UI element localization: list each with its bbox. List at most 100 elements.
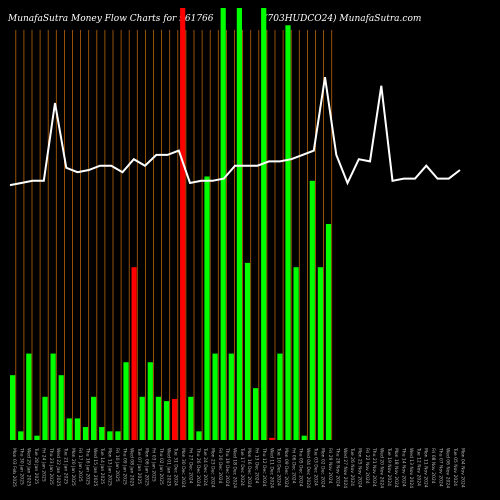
x-tick-label: Tue 31 Dec 2024 [173, 447, 179, 486]
x-tick-label: Wed 20 Nov 2024 [379, 448, 385, 488]
x-tick-label: Tue 17 Dec 2024 [239, 447, 245, 486]
x-tick-label: Tue 21 Jan 2025 [62, 447, 68, 484]
chart-subtitle: (703HUDCO24) MunafaSutra.com [264, 14, 422, 24]
x-tick-label: Wed 04 Dec 2024 [305, 448, 311, 488]
x-tick-label: Wed 06 Nov 2024 [445, 448, 451, 488]
x-tick-label: Wed 01 Jan 2025 [165, 448, 171, 486]
x-tick-label: Thu 16 Jan 2025 [85, 447, 91, 485]
money-flow-bar [42, 396, 48, 440]
x-tick-label: Thu 09 Jan 2025 [121, 447, 127, 485]
money-flow-bar [285, 25, 291, 441]
money-flow-bar [220, 8, 226, 440]
x-tick-label: Mon 30 Dec 2024 [180, 448, 186, 488]
x-tick-label: Wed 29 Jan 2025 [26, 448, 32, 486]
x-tick-label: Fri 13 Dec 2024 [254, 448, 260, 484]
money-flow-bar [309, 180, 315, 441]
x-tick-label: Wed 15 Jan 2025 [92, 448, 98, 486]
x-tick-label: Mon 13 Jan 2025 [107, 448, 113, 486]
money-flow-bar [147, 362, 153, 440]
money-flow-bar [34, 435, 40, 440]
money-flow-bar [261, 8, 267, 440]
x-tick-label: Mon 09 Dec 2024 [283, 448, 289, 488]
x-tick-label: Thu 21 Nov 2024 [371, 447, 377, 487]
x-tick-label: Fri 08 Nov 2024 [430, 448, 436, 484]
x-tick-label: Thu 23 Jan 2025 [48, 447, 54, 485]
money-flow-bar [107, 431, 113, 440]
x-tick-label: Fri 22 Nov 2024 [364, 448, 370, 484]
x-tick-label: Mon 03 Feb 2025 [11, 448, 17, 487]
x-tick-label: Fri 10 Jan 2025 [114, 448, 120, 482]
x-tick-label: Thu 05 Dec 2024 [298, 447, 304, 487]
x-tick-label: Mon 06 Jan 2025 [143, 448, 149, 486]
x-tick-label: Tue 05 Nov 2024 [452, 447, 458, 486]
x-tick-label: Thu 07 Nov 2024 [437, 447, 443, 487]
money-flow-bar [163, 401, 170, 440]
x-tick-label: Fri 27 Dec 2024 [187, 448, 193, 484]
x-tick-label: Wed 22 Jan 2025 [55, 448, 61, 486]
x-tick-label: Mon 11 Nov 2024 [423, 448, 429, 488]
x-tick-label: Wed 13 Nov 2024 [408, 448, 414, 488]
money-flow-bar [196, 431, 202, 440]
price-line [9, 76, 461, 187]
x-tick-label: Mon 23 Dec 2024 [209, 448, 215, 488]
money-flow-bar [269, 437, 275, 440]
x-tick-label: Wed 27 Nov 2024 [342, 448, 348, 488]
money-flow-bar [253, 388, 259, 440]
x-tick-label: Tue 24 Dec 2024 [202, 447, 208, 486]
x-tick-label: Fri 20 Dec 2024 [217, 448, 223, 484]
money-flow-bar [228, 353, 234, 440]
money-flow-bar [131, 267, 137, 440]
money-flow-bar [115, 431, 121, 440]
x-tick-label: Tue 07 Jan 2025 [136, 447, 142, 484]
x-tick-label: Mon 16 Dec 2024 [246, 448, 252, 488]
x-tick-label: Tue 19 Nov 2024 [386, 447, 392, 486]
money-flow-bar [212, 353, 218, 440]
x-tick-label: Thu 14 Nov 2024 [401, 447, 407, 487]
x-tick-label: Tue 10 Dec 2024 [276, 447, 282, 486]
x-tick-label: Mon 04 Nov 2024 [459, 448, 465, 488]
money-flow-bar [91, 396, 97, 440]
money-flow-bar [139, 396, 145, 440]
x-tick-label: Mon 20 Jan 2025 [70, 448, 76, 486]
x-tick-label: Fri 24 Jan 2025 [40, 448, 46, 482]
x-tick-label: Fri 06 Dec 2024 [290, 448, 296, 484]
x-tick-label: Wed 18 Dec 2024 [232, 448, 238, 488]
x-tick-label: Thu 02 Jan 2025 [158, 447, 164, 485]
money-flow-bar [155, 396, 161, 440]
x-tick-label: Fri 17 Jan 2025 [77, 448, 83, 482]
x-tick-label: Tue 03 Dec 2024 [312, 447, 318, 486]
x-tick-label: Mon 25 Nov 2024 [356, 448, 362, 488]
money-flow-bar [10, 375, 16, 440]
money-flow-bar [204, 176, 210, 441]
money-flow-bar [18, 431, 24, 440]
x-tick-label: Thu 26 Dec 2024 [195, 447, 201, 487]
x-tick-label: Thu 30 Jan 2025 [18, 447, 24, 485]
x-tick-label: Tue 14 Jan 2025 [99, 447, 105, 484]
x-tick-label: Thu 19 Dec 2024 [224, 447, 230, 487]
x-tick-label: Tue 28 Jan 2025 [33, 447, 39, 484]
money-flow-bar [172, 398, 178, 440]
x-tick-label: Fri 03 Jan 2025 [151, 448, 157, 482]
money-flow-bar [277, 353, 283, 440]
chart-title: MunafaSutra Money Flow Charts for 961766 [8, 14, 214, 24]
money-flow-bar [123, 362, 129, 440]
x-tick-label: Wed 11 Dec 2024 [268, 448, 274, 488]
x-tick-label: Thu 28 Nov 2024 [334, 447, 340, 487]
money-flow-bar [82, 427, 89, 440]
x-tick-label: Fri 29 Nov 2024 [327, 448, 333, 484]
money-flow-bar [244, 262, 251, 440]
money-flow-bar [188, 396, 194, 440]
money-flow-bar [50, 353, 56, 440]
x-tick-label: Tue 26 Nov 2024 [349, 447, 355, 486]
money-flow-bar [236, 8, 242, 440]
money-flow-bar [293, 267, 299, 440]
money-flow-bar [58, 375, 64, 440]
x-tick-label: Wed 08 Jan 2025 [129, 448, 135, 486]
x-tick-label: Mon 18 Nov 2024 [393, 448, 399, 488]
x-tick-label: Tue 12 Nov 2024 [415, 447, 421, 486]
money-flow-bar [74, 418, 80, 440]
money-flow-bar [99, 427, 105, 440]
x-tick-label: Mon 02 Dec 2024 [320, 448, 326, 488]
